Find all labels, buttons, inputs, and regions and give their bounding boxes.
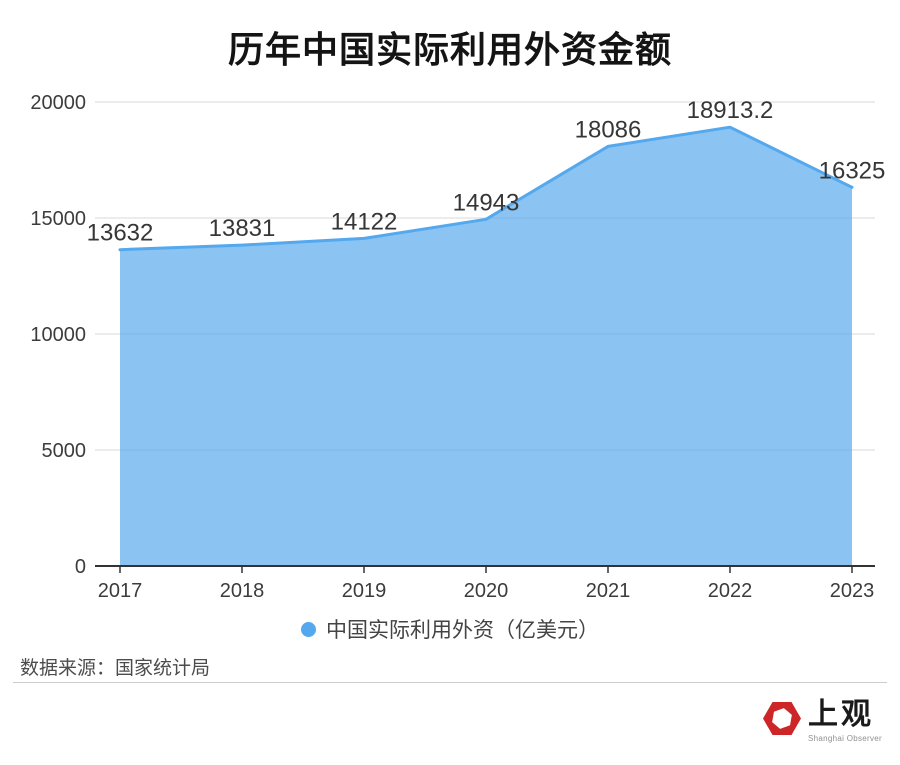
legend-marker-icon (301, 621, 316, 637)
data-label: 14122 (331, 208, 398, 235)
hexagon-logo-icon (762, 702, 801, 735)
data-source-note: 数据来源：国家统计局 (20, 658, 211, 679)
x-axis-label: 2017 (98, 580, 143, 602)
legend: 中国实际利用外资（亿美元） (0, 615, 900, 643)
y-axis-label: 5000 (42, 440, 87, 462)
logo-subtitle: Shanghai Observer (807, 733, 882, 743)
data-label: 18913.2 (687, 97, 774, 124)
logo-text: 上观 Shanghai Observer (808, 699, 882, 743)
y-axis-label: 15000 (30, 208, 86, 230)
data-label: 14943 (453, 189, 520, 216)
legend-label: 中国实际利用外资（亿美元） (326, 619, 599, 642)
x-axis-label: 2022 (708, 580, 753, 602)
data-label: 13632 (87, 220, 154, 247)
series-line (118, 125, 854, 252)
x-axis-label: 2019 (342, 580, 387, 602)
data-label: 16325 (819, 157, 886, 184)
area-fill (120, 127, 852, 566)
data-label: 18086 (575, 116, 642, 143)
x-axis-label: 2018 (220, 580, 265, 602)
logo-name: 上观 (807, 698, 874, 731)
x-axis-label: 2020 (464, 580, 509, 602)
y-axis-label: 20000 (30, 92, 86, 114)
x-axis-label: 2021 (586, 580, 631, 602)
shanghai-observer-logo: 上观 Shanghai Observer (762, 699, 882, 743)
y-axis-label: 10000 (30, 324, 86, 346)
area-chart: 2017 2018 2019 2020 2021 2022 2023 0 5000 10000 15… (30, 92, 886, 602)
y-axis-label: 0 (75, 556, 86, 578)
chart-title: 历年中国实际利用外资金额 (227, 29, 672, 70)
divider (13, 682, 887, 683)
x-axis-label: 2023 (830, 580, 875, 602)
data-label: 13831 (209, 215, 276, 242)
